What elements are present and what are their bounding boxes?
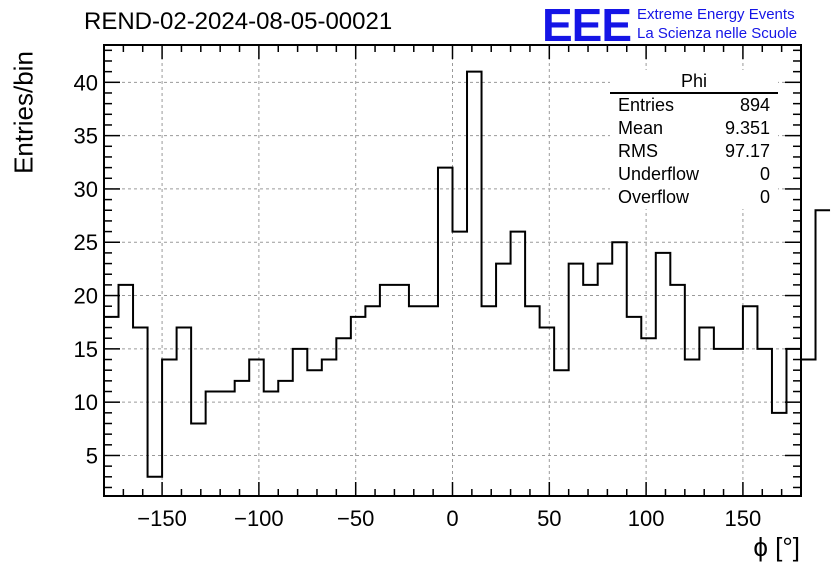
stats-value: 894 bbox=[739, 95, 770, 115]
stats-value: 97.17 bbox=[724, 141, 770, 161]
y-tick-label: 20 bbox=[74, 284, 98, 309]
y-tick-label: 10 bbox=[74, 390, 98, 415]
y-tick-label: 15 bbox=[74, 337, 98, 362]
stats-value: 9.351 bbox=[724, 118, 770, 138]
y-tick-label: 40 bbox=[74, 70, 98, 95]
y-tick-label: 5 bbox=[86, 443, 98, 468]
x-tick-label: −100 bbox=[234, 506, 284, 531]
x-tick-labels: −150 −100 −50 0 50 100 150 bbox=[137, 506, 761, 531]
y-tick-label: 30 bbox=[74, 177, 98, 202]
logo-line-1: Extreme Energy Events bbox=[637, 6, 795, 23]
x-tick-label: −50 bbox=[337, 506, 374, 531]
y-tick-label: 35 bbox=[74, 124, 98, 149]
stats-row: Overflow 0 bbox=[610, 186, 778, 209]
histogram-line bbox=[104, 70, 831, 478]
x-tick-label: 0 bbox=[446, 506, 458, 531]
y-tick-labels: 5 10 15 20 25 30 35 40 bbox=[74, 70, 98, 468]
y-axis-label: Entries/bin bbox=[8, 51, 39, 174]
stats-row: Mean 9.351 bbox=[610, 117, 778, 140]
axis-ticks bbox=[103, 45, 802, 496]
stats-label: Overflow bbox=[618, 187, 690, 207]
stats-value: 0 bbox=[759, 164, 770, 184]
stats-box: Phi Entries 894 Mean 9.351 RMS 97.17 Underf… bbox=[610, 70, 778, 209]
x-tick-label: 150 bbox=[725, 506, 762, 531]
stats-value: 0 bbox=[759, 187, 770, 207]
eee-logo: EEE bbox=[542, 0, 632, 51]
stats-label: Mean bbox=[618, 118, 664, 138]
stats-label: Underflow bbox=[618, 164, 700, 184]
x-axis-label: ϕ [°] bbox=[753, 532, 800, 562]
x-tick-label: −150 bbox=[137, 506, 187, 531]
x-tick-label: 100 bbox=[628, 506, 665, 531]
stats-label: Entries bbox=[618, 95, 675, 115]
logo-line-2: La Scienza nelle Scuole bbox=[637, 25, 798, 42]
stats-label: RMS bbox=[618, 141, 658, 161]
stats-name: Phi bbox=[610, 70, 778, 94]
y-tick-label: 25 bbox=[74, 230, 98, 255]
stats-row: RMS 97.17 bbox=[610, 140, 778, 163]
stats-row: Underflow 0 bbox=[610, 163, 778, 186]
chart-title: REND-02-2024-08-05-00021 bbox=[84, 8, 393, 35]
stats-row: Entries 894 bbox=[610, 94, 778, 117]
x-tick-label: 50 bbox=[537, 506, 561, 531]
